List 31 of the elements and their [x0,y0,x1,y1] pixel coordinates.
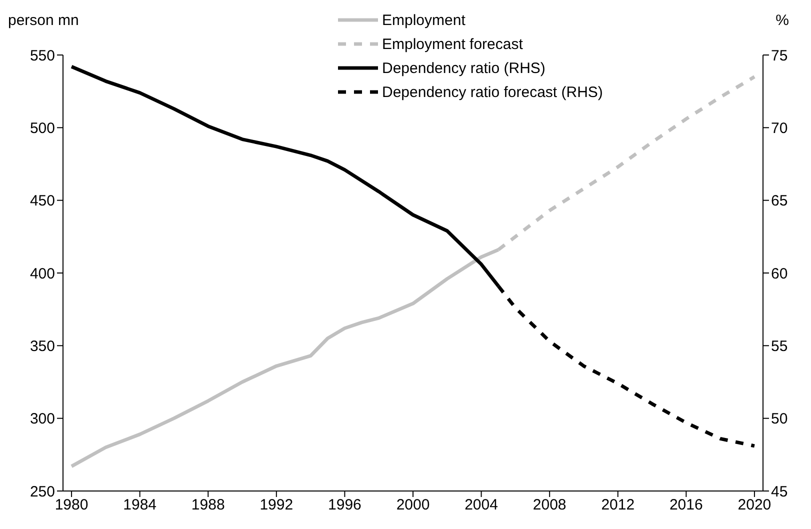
y-tick-label: 400 [30,265,55,282]
y2-tick-label: 60 [771,265,788,282]
y-tick-label: 500 [30,120,55,137]
legend-label: Employment [382,12,466,28]
y2-tick-label: 70 [771,120,788,137]
x-tick-label: 2004 [464,496,498,514]
y-tick-label: 450 [30,192,55,210]
y2-tick-label: 55 [771,338,788,355]
x-tick-label: 1992 [260,496,294,514]
x-tick-label: 1996 [328,496,362,514]
x-tick-label: 1988 [191,496,225,514]
legend-label: Dependency ratio (RHS) [382,60,546,76]
y2-tick-label: 75 [771,47,788,64]
legend-label: Dependency ratio forecast (RHS) [382,84,603,100]
x-tick-label: 2008 [532,496,566,514]
x-tick-label: 2020 [738,496,772,514]
y-tick-label: 250 [30,483,55,500]
y-tick-label: 550 [30,47,55,64]
y2-axis-title: % [776,12,789,29]
y2-tick-label: 45 [771,483,788,500]
y-tick-label: 350 [30,338,55,355]
x-tick-label: 1984 [123,496,157,514]
y2-tick-label: 65 [771,192,788,210]
x-tick-label: 1980 [54,496,88,514]
x-tick-label: 2000 [396,496,430,514]
y-tick-label: 300 [30,410,55,428]
legend-label: Employment forecast [382,36,523,52]
y-axis-title: person mn [8,12,79,29]
y2-tick-label: 50 [771,410,788,428]
x-tick-label: 2012 [601,496,635,514]
x-tick-label: 2016 [669,496,703,514]
